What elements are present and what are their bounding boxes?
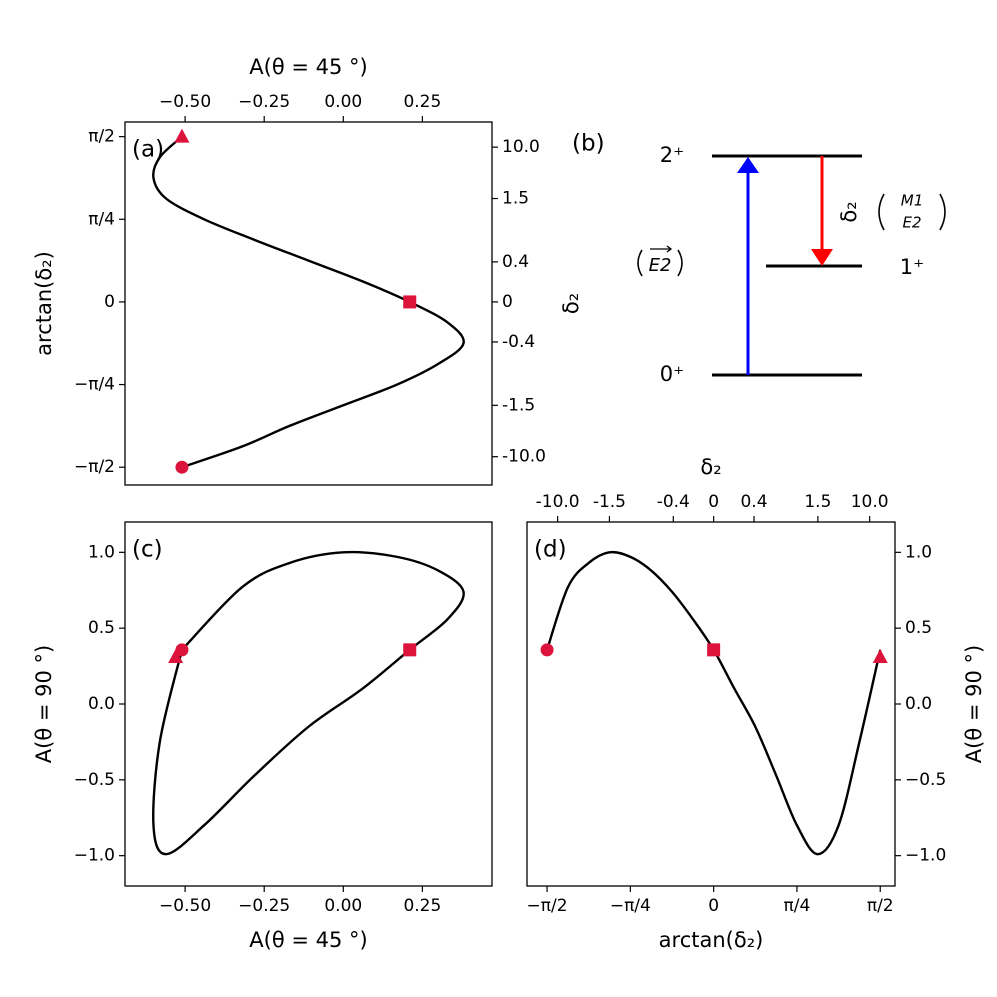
y-tick-label: π/4: [88, 209, 115, 229]
x-axis-label: A(θ = 45 °): [249, 928, 367, 952]
mixing-type: M1: [901, 192, 924, 210]
x-axis-label: arctan(δ₂): [659, 928, 764, 952]
x-tick-label: 0: [708, 896, 719, 916]
panel: −π/2 −π/4 0 π/4 π/2 1.0 0.5 0.0 −0.5 −1.0 -10.0 -1.…: [526, 455, 986, 952]
y-axis-label: A(θ = 90 °): [962, 645, 986, 763]
x-axis-label: δ₂: [700, 455, 721, 479]
y-tick-label: 1.5: [502, 189, 529, 209]
marker-square: [707, 643, 721, 657]
y-tick-label: π/2: [88, 127, 115, 147]
marker-circle: [175, 460, 189, 474]
arrow-head: [737, 157, 759, 173]
panel: −0.50 −0.25 0.00 0.25 π/2 π/4 0 −π/4 −π/2 10.0 1.5…: [32, 55, 583, 486]
x-tick-label: 0.00: [324, 896, 362, 916]
panel-label: (b): [572, 131, 605, 157]
y-tick-label: 1.0: [88, 542, 115, 562]
y-tick-label: −π/2: [74, 457, 115, 477]
marker-circle: [540, 643, 554, 657]
y-tick-label: 10.0: [502, 137, 540, 157]
x-tick-label: -0.4: [657, 492, 690, 512]
y-tick-label: 0.0: [88, 694, 115, 714]
bracket: [637, 249, 643, 277]
y-tick-label: 0.4: [502, 252, 529, 272]
panel-label: (d): [534, 537, 567, 563]
x-tick-label: 10.0: [851, 492, 889, 512]
y-tick-label: 0: [502, 292, 513, 312]
axes-frame: [124, 121, 493, 486]
x-tick-label: −0.50: [159, 92, 211, 112]
y-tick-label: −1.0: [74, 846, 115, 866]
y-tick-label: −1.0: [905, 846, 946, 866]
y-axis-label: arctan(δ₂): [32, 251, 56, 356]
y-tick-label: −0.5: [905, 770, 946, 790]
bracket: [878, 193, 885, 231]
curve: [152, 550, 465, 856]
bracket: [939, 193, 946, 231]
bracket: [677, 249, 683, 277]
marker-triangle: [872, 648, 888, 663]
x-tick-label: −π/4: [610, 896, 651, 916]
x-axis-label: A(θ = 45 °): [249, 55, 367, 79]
y-tick-label: -10.0: [502, 447, 546, 467]
y-axis-label: A(θ = 90 °): [32, 645, 56, 763]
y-tick-label: 0.5: [88, 618, 115, 638]
arrow-head: [811, 249, 833, 266]
marker-square: [403, 295, 417, 309]
level-label: 0⁺: [660, 362, 684, 386]
x-tick-label: 1.5: [804, 492, 831, 512]
y-tick-label: −0.5: [74, 770, 115, 790]
mixing-label: δ₂: [837, 201, 861, 222]
y-tick-label: 0: [104, 292, 115, 312]
x-tick-label: π/2: [867, 896, 894, 916]
x-tick-label: 0.25: [403, 896, 441, 916]
marker-triangle: [174, 128, 190, 143]
x-tick-label: 0: [708, 492, 719, 512]
level-label: 1⁺: [900, 255, 924, 279]
x-tick-label: 0.25: [403, 92, 441, 112]
mixing-type: E2: [902, 214, 921, 232]
marker-circle: [175, 643, 189, 657]
x-tick-label: −0.50: [159, 896, 211, 916]
level-label: 2⁺: [660, 143, 684, 167]
y-tick-label: -1.5: [502, 395, 535, 415]
panel-label: (c): [132, 537, 163, 563]
level-scheme: (b) 2⁺ 1⁺ 0⁺ δ₂ M1 E2 E2: [572, 131, 946, 386]
x-tick-label: −0.25: [238, 92, 290, 112]
y-tick-label: 0.5: [905, 618, 932, 638]
y-tick-label: 1.0: [905, 542, 932, 562]
panel: −0.50 −0.25 0.00 0.25 1.0 0.5 0.0 −0.5 −1.0 A(θ =…: [32, 521, 493, 952]
excitation-type: E2: [649, 255, 672, 276]
x-tick-label: −0.25: [238, 896, 290, 916]
marker-triangle: [168, 648, 184, 663]
y-tick-label: 0.0: [905, 694, 932, 714]
x-tick-label: −π/2: [527, 896, 568, 916]
x-tick-label: 0.4: [740, 492, 767, 512]
x-tick-label: -10.0: [536, 492, 580, 512]
x-tick-label: π/4: [784, 896, 811, 916]
marker-square: [403, 643, 417, 657]
x-tick-label: 0.00: [324, 92, 362, 112]
y-tick-label: −π/4: [74, 375, 115, 395]
x-tick-label: -1.5: [593, 492, 626, 512]
y-axis-label: δ₂: [559, 293, 583, 314]
y-tick-label: -0.4: [502, 332, 535, 352]
vector-arrow: [650, 245, 673, 253]
